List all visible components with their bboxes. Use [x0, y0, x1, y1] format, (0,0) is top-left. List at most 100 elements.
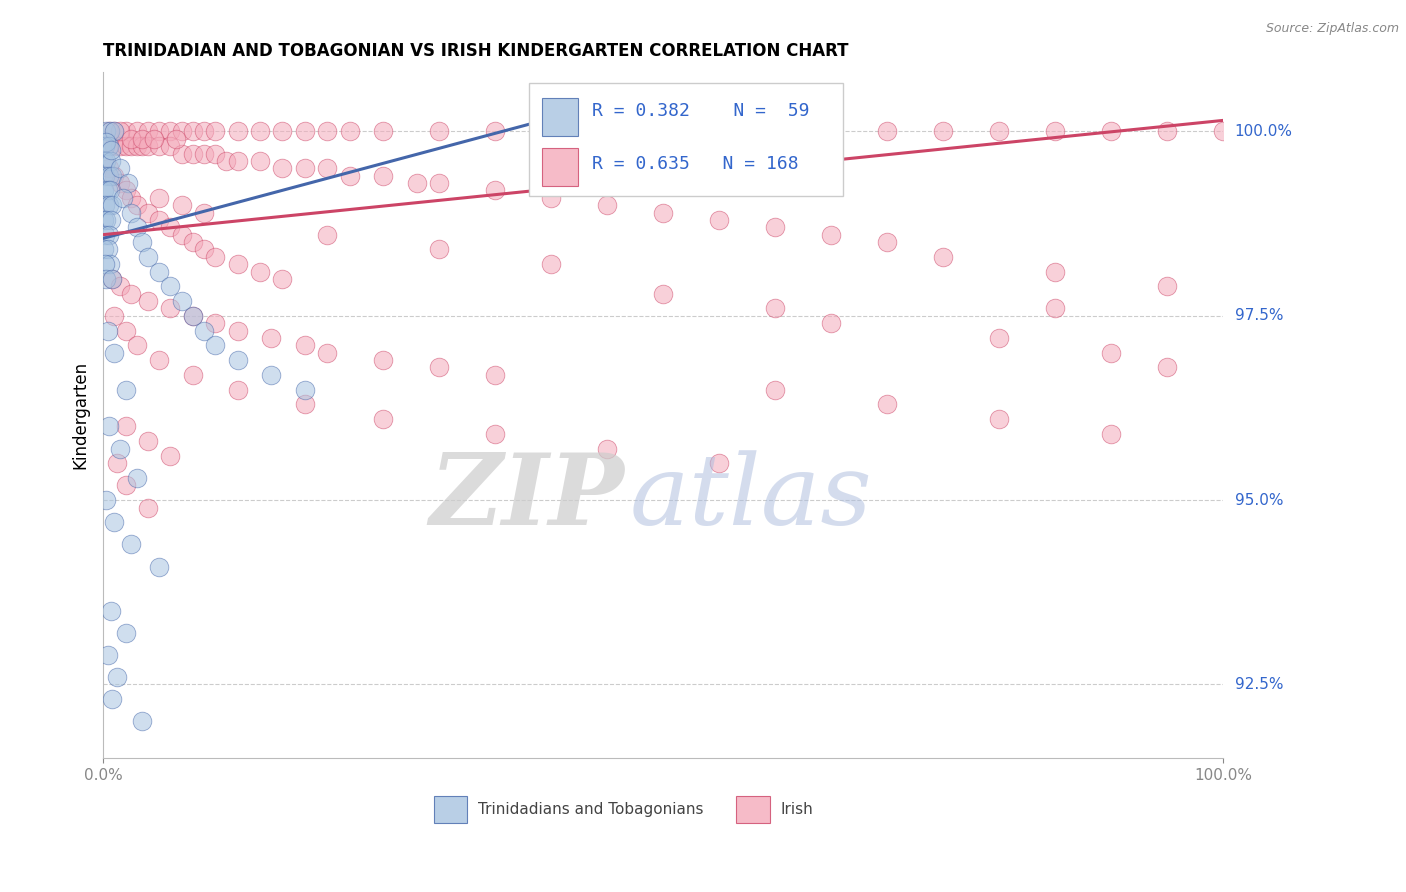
Point — [763, 301, 786, 316]
FancyBboxPatch shape — [543, 148, 578, 186]
Point — [249, 124, 271, 138]
Point — [97, 243, 120, 257]
Point — [226, 153, 249, 168]
Point — [98, 183, 121, 197]
Point — [125, 471, 148, 485]
Point — [97, 198, 120, 212]
Text: Trinidadians and Tobagonians: Trinidadians and Tobagonians — [478, 802, 704, 817]
Text: 95.0%: 95.0% — [1234, 492, 1284, 508]
Point — [226, 124, 249, 138]
Point — [93, 213, 115, 227]
Point — [148, 191, 170, 205]
Point — [114, 139, 136, 153]
Point — [484, 368, 506, 382]
Text: 92.5%: 92.5% — [1234, 677, 1284, 692]
Point — [131, 139, 153, 153]
Point — [131, 132, 153, 146]
Point — [193, 124, 215, 138]
Point — [120, 205, 142, 219]
Point — [339, 169, 361, 183]
Point — [204, 146, 226, 161]
Point — [170, 124, 193, 138]
Point — [101, 272, 124, 286]
Point — [193, 243, 215, 257]
Point — [204, 250, 226, 264]
Point — [249, 264, 271, 278]
Point — [294, 383, 316, 397]
Point — [97, 648, 120, 662]
Point — [108, 176, 131, 190]
Point — [94, 198, 117, 212]
Point — [820, 227, 842, 242]
Point — [94, 227, 117, 242]
Point — [1099, 426, 1122, 441]
Point — [932, 124, 955, 138]
Point — [170, 198, 193, 212]
Point — [100, 604, 122, 618]
Point — [876, 235, 898, 249]
Point — [427, 243, 450, 257]
Point — [204, 124, 226, 138]
Point — [181, 309, 204, 323]
Point — [108, 442, 131, 456]
Point — [427, 176, 450, 190]
Point — [159, 220, 181, 235]
Point — [373, 412, 395, 426]
Point — [165, 132, 187, 146]
Point — [97, 227, 120, 242]
Point — [125, 124, 148, 138]
Point — [652, 205, 675, 219]
Point — [93, 153, 115, 168]
Point — [316, 345, 339, 359]
Point — [159, 301, 181, 316]
FancyBboxPatch shape — [543, 98, 578, 136]
Point — [709, 124, 731, 138]
Point — [148, 139, 170, 153]
Point — [159, 124, 181, 138]
Text: 100.0%: 100.0% — [1234, 124, 1292, 139]
Point — [117, 176, 139, 190]
FancyBboxPatch shape — [529, 83, 842, 196]
Point — [170, 146, 193, 161]
Point — [131, 714, 153, 729]
Point — [226, 324, 249, 338]
FancyBboxPatch shape — [433, 796, 467, 823]
Point — [159, 449, 181, 463]
Point — [96, 124, 118, 138]
Point — [709, 213, 731, 227]
Point — [108, 124, 131, 138]
Point — [105, 456, 128, 470]
Point — [101, 198, 124, 212]
Point — [484, 183, 506, 197]
Text: Irish: Irish — [780, 802, 814, 817]
Point — [96, 493, 118, 508]
Point — [125, 139, 148, 153]
Point — [249, 153, 271, 168]
Point — [204, 338, 226, 352]
Point — [103, 139, 125, 153]
Point — [125, 338, 148, 352]
Point — [148, 264, 170, 278]
Text: R = 0.635   N = 168: R = 0.635 N = 168 — [592, 155, 799, 173]
Point — [148, 124, 170, 138]
Point — [103, 309, 125, 323]
Point — [316, 227, 339, 242]
Point — [125, 220, 148, 235]
Point — [181, 368, 204, 382]
Point — [540, 257, 562, 271]
Point — [96, 153, 118, 168]
Point — [94, 139, 117, 153]
Point — [294, 161, 316, 176]
Point — [108, 139, 131, 153]
Point — [271, 272, 294, 286]
Point — [763, 124, 786, 138]
Point — [373, 124, 395, 138]
Point — [427, 124, 450, 138]
Point — [148, 213, 170, 227]
Point — [540, 124, 562, 138]
Point — [101, 169, 124, 183]
Point — [96, 136, 118, 150]
Point — [97, 419, 120, 434]
Point — [193, 324, 215, 338]
Point — [226, 353, 249, 368]
